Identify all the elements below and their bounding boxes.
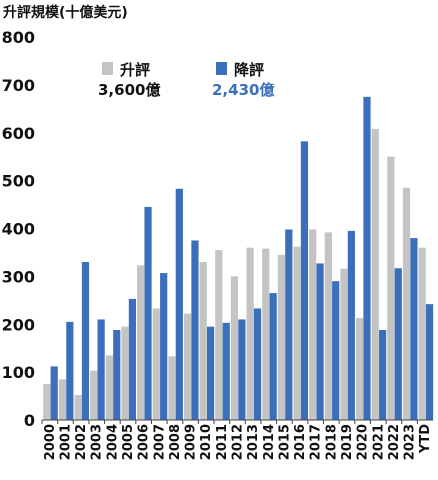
downgrade-bar-2013 (253, 308, 262, 420)
x-tick-label: 2001 (58, 424, 73, 460)
downgrade-bar-2004 (113, 330, 121, 420)
downgrade-bar-2001 (66, 321, 74, 420)
legend-total-downgrade: 2,430億 (212, 81, 274, 99)
x-tick-label: 2018 (324, 424, 339, 460)
y-tick-label: 300 (2, 267, 35, 286)
upgrade-bar-YTD (418, 247, 426, 420)
downgrade-bar-2015 (285, 229, 293, 420)
x-tick-label: 2014 (262, 424, 277, 460)
upgrade-bar-2001 (58, 379, 67, 420)
upgrade-bar-2018 (324, 232, 332, 420)
y-tick-label: 800 (2, 28, 35, 47)
upgrade-bar-2008 (168, 356, 176, 420)
x-tick-label: 2022 (387, 424, 402, 460)
upgrade-bar-2004 (105, 355, 113, 420)
upgrade-bar-2007 (152, 308, 160, 420)
downgrade-bar-2016 (300, 141, 309, 420)
x-tick-label: 2011 (215, 424, 230, 460)
legend-swatch-downgrade (216, 62, 227, 75)
downgrade-bar-2008 (175, 188, 183, 420)
upgrade-bar-2023 (402, 187, 411, 420)
x-tick-label: 2008 (168, 424, 183, 460)
upgrade-bar-2015 (277, 254, 285, 420)
downgrade-bar-2003 (97, 319, 105, 420)
downgrade-bar-2017 (316, 263, 324, 420)
x-tick-label: 2015 (277, 424, 292, 460)
downgrade-bar-2022 (394, 268, 402, 420)
legend-label-upgrade: 升評 (120, 61, 150, 79)
x-tick-label: 2000 (43, 424, 58, 460)
downgrade-bar-2006 (144, 206, 152, 420)
chart-title: 升評規模(十億美元) (3, 4, 128, 21)
x-tick-label: 2005 (121, 424, 136, 460)
upgrade-bar-2006 (137, 265, 145, 420)
upgrade-bar-2000 (43, 384, 51, 420)
upgrade-bar-2011 (215, 250, 223, 420)
x-tick-label: 2019 (340, 424, 355, 460)
y-tick-label: 500 (2, 172, 35, 191)
downgrade-bar-2018 (332, 281, 340, 420)
upgrade-bar-2016 (293, 246, 301, 420)
downgrade-bar-2023 (410, 238, 418, 420)
y-tick-label: 0 (24, 411, 35, 430)
upgrade-bar-2020 (356, 318, 364, 420)
x-tick-label: 2021 (371, 424, 386, 460)
downgrade-bar-2011 (222, 322, 230, 420)
x-tick-label: 2023 (403, 424, 418, 460)
x-tick-label: 2002 (74, 424, 89, 460)
y-tick-label: 700 (2, 76, 35, 95)
y-tick-label: 400 (2, 220, 35, 239)
x-tick-label: 2006 (137, 424, 152, 460)
legend-swatch-upgrade (102, 62, 113, 75)
downgrade-bar-2020 (363, 96, 371, 420)
x-tick-label: 2009 (184, 424, 199, 460)
x-tick-label: 2003 (90, 424, 105, 460)
x-tick-label: 2010 (199, 424, 214, 460)
upgrade-bar-2005 (121, 326, 129, 420)
upgrade-bar-2009 (183, 313, 192, 420)
x-tick-label: YTD (418, 424, 433, 454)
upgrade-bar-2003 (90, 370, 98, 420)
downgrade-bar-2021 (379, 330, 387, 420)
x-tick-label: 2012 (231, 424, 246, 460)
downgrade-bar-2000 (50, 366, 58, 420)
upgrade-bar-2014 (262, 248, 270, 420)
y-axis: 0 100 200 300 400 500 600 700 800 (2, 28, 35, 430)
downgrade-bar-2019 (347, 230, 355, 420)
downgrade-bar-2007 (160, 273, 168, 420)
upgrade-bar-2017 (309, 229, 317, 420)
downgrade-bar-2002 (81, 262, 90, 420)
x-axis: 2000 2001 2002 2003 2004 2005 2006 2007 2008 2009… (41, 419, 433, 460)
legend-total-upgrade: 3,600億 (98, 81, 160, 99)
upgrade-bar-2022 (387, 156, 395, 420)
upgrade-bar-2019 (340, 268, 348, 420)
upgrade-bar-2012 (230, 276, 239, 421)
x-tick-label: 2017 (309, 424, 324, 460)
downgrade-bar-2009 (191, 240, 199, 420)
downgrade-bar-2005 (128, 298, 136, 420)
upgrade-bar-2021 (371, 128, 379, 421)
x-tick-label: 2004 (105, 424, 120, 460)
upgrade-bar-2013 (246, 247, 254, 420)
bars (43, 96, 434, 421)
downgrade-bar-2014 (269, 293, 277, 420)
legend: 升評 3,600億 降評 2,430億 (98, 61, 274, 99)
downgrade-bar-YTD (425, 304, 434, 420)
x-tick-label: 2013 (246, 424, 261, 460)
x-tick-label: 2016 (293, 424, 308, 460)
upgrade-bar-2010 (199, 262, 207, 420)
downgrade-bar-2010 (207, 326, 215, 420)
downgrade-bar-2012 (238, 319, 246, 420)
y-tick-label: 600 (2, 124, 35, 143)
upgrade-bar-2002 (74, 395, 82, 420)
legend-label-downgrade: 降評 (234, 61, 264, 79)
y-tick-label: 100 (2, 363, 35, 382)
x-tick-label: 2020 (356, 424, 371, 460)
x-tick-label: 2007 (152, 424, 167, 460)
y-tick-label: 200 (2, 315, 35, 334)
